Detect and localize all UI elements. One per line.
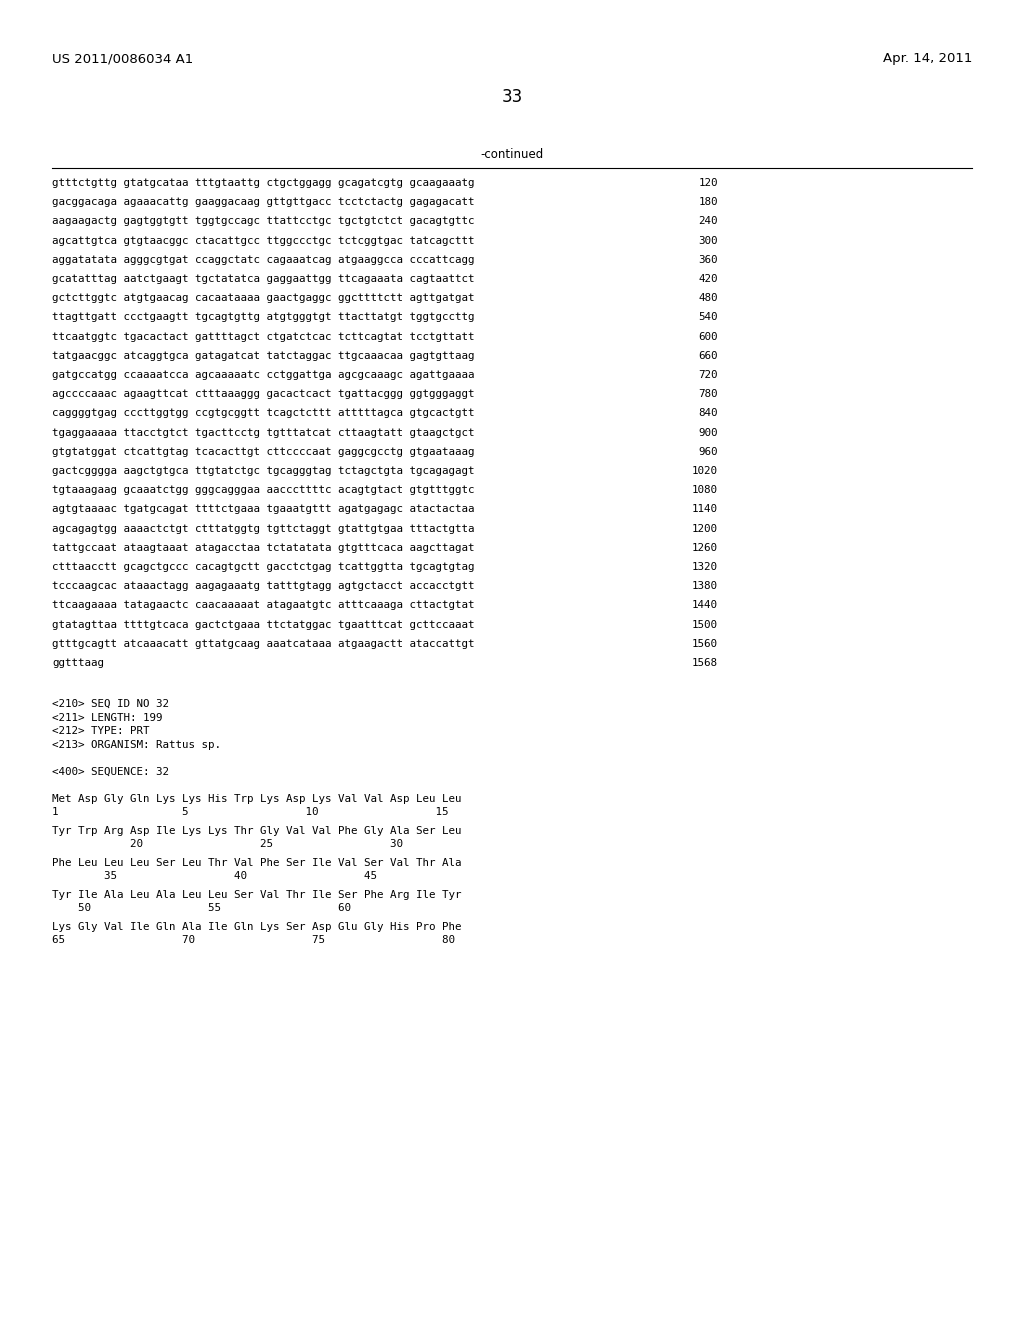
Text: tgaggaaaaa ttacctgtct tgacttcctg tgtttatcat cttaagtatt gtaagctgct: tgaggaaaaa ttacctgtct tgacttcctg tgtttat… bbox=[52, 428, 474, 438]
Text: 480: 480 bbox=[698, 293, 718, 304]
Text: agcagagtgg aaaactctgt ctttatggtg tgttctaggt gtattgtgaa tttactgtta: agcagagtgg aaaactctgt ctttatggtg tgttcta… bbox=[52, 524, 474, 533]
Text: 300: 300 bbox=[698, 235, 718, 246]
Text: 1568: 1568 bbox=[692, 657, 718, 668]
Text: Met Asp Gly Gln Lys Lys His Trp Lys Asp Lys Val Val Asp Leu Leu: Met Asp Gly Gln Lys Lys His Trp Lys Asp … bbox=[52, 795, 462, 804]
Text: US 2011/0086034 A1: US 2011/0086034 A1 bbox=[52, 51, 194, 65]
Text: 50                  55                  60: 50 55 60 bbox=[52, 903, 351, 913]
Text: gatgccatgg ccaaaatcca agcaaaaatc cctggattga agcgcaaagc agattgaaaa: gatgccatgg ccaaaatcca agcaaaaatc cctggat… bbox=[52, 370, 474, 380]
Text: 65                  70                  75                  80: 65 70 75 80 bbox=[52, 935, 455, 945]
Text: ttcaatggtc tgacactact gattttagct ctgatctcac tcttcagtat tcctgttatt: ttcaatggtc tgacactact gattttagct ctgatct… bbox=[52, 331, 474, 342]
Text: gactcgggga aagctgtgca ttgtatctgc tgcagggtag tctagctgta tgcagagagt: gactcgggga aagctgtgca ttgtatctgc tgcaggg… bbox=[52, 466, 474, 477]
Text: 1200: 1200 bbox=[692, 524, 718, 533]
Text: 1080: 1080 bbox=[692, 486, 718, 495]
Text: 35                  40                  45: 35 40 45 bbox=[52, 871, 377, 882]
Text: 1260: 1260 bbox=[692, 543, 718, 553]
Text: 420: 420 bbox=[698, 275, 718, 284]
Text: <213> ORGANISM: Rattus sp.: <213> ORGANISM: Rattus sp. bbox=[52, 739, 221, 750]
Text: 1140: 1140 bbox=[692, 504, 718, 515]
Text: <400> SEQUENCE: 32: <400> SEQUENCE: 32 bbox=[52, 767, 169, 776]
Text: 20                  25                  30: 20 25 30 bbox=[52, 840, 403, 849]
Text: ttagttgatt ccctgaagtt tgcagtgttg atgtgggtgt ttacttatgt tggtgccttg: ttagttgatt ccctgaagtt tgcagtgttg atgtggg… bbox=[52, 313, 474, 322]
Text: 1560: 1560 bbox=[692, 639, 718, 649]
Text: agtgtaaaac tgatgcagat ttttctgaaa tgaaatgttt agatgagagc atactactaa: agtgtaaaac tgatgcagat ttttctgaaa tgaaatg… bbox=[52, 504, 474, 515]
Text: 960: 960 bbox=[698, 446, 718, 457]
Text: 1320: 1320 bbox=[692, 562, 718, 572]
Text: gtttctgttg gtatgcataa tttgtaattg ctgctggagg gcagatcgtg gcaagaaatg: gtttctgttg gtatgcataa tttgtaattg ctgctgg… bbox=[52, 178, 474, 187]
Text: 840: 840 bbox=[698, 408, 718, 418]
Text: 1020: 1020 bbox=[692, 466, 718, 477]
Text: gctcttggtc atgtgaacag cacaataaaa gaactgaggc ggcttttctt agttgatgat: gctcttggtc atgtgaacag cacaataaaa gaactga… bbox=[52, 293, 474, 304]
Text: agcattgtca gtgtaacggc ctacattgcc ttggccctgc tctcggtgac tatcagcttt: agcattgtca gtgtaacggc ctacattgcc ttggccc… bbox=[52, 235, 474, 246]
Text: <211> LENGTH: 199: <211> LENGTH: 199 bbox=[52, 713, 163, 723]
Text: 1                   5                  10                  15: 1 5 10 15 bbox=[52, 808, 449, 817]
Text: <212> TYPE: PRT: <212> TYPE: PRT bbox=[52, 726, 150, 737]
Text: Apr. 14, 2011: Apr. 14, 2011 bbox=[883, 51, 972, 65]
Text: aggatatata agggcgtgat ccaggctatc cagaaatcag atgaaggcca cccattcagg: aggatatata agggcgtgat ccaggctatc cagaaat… bbox=[52, 255, 474, 265]
Text: 540: 540 bbox=[698, 313, 718, 322]
Text: Tyr Ile Ala Leu Ala Leu Leu Ser Val Thr Ile Ser Phe Arg Ile Tyr: Tyr Ile Ala Leu Ala Leu Leu Ser Val Thr … bbox=[52, 890, 462, 900]
Text: gtgtatggat ctcattgtag tcacacttgt cttccccaat gaggcgcctg gtgaataaag: gtgtatggat ctcattgtag tcacacttgt cttcccc… bbox=[52, 446, 474, 457]
Text: tcccaagcac ataaactagg aagagaaatg tatttgtagg agtgctacct accacctgtt: tcccaagcac ataaactagg aagagaaatg tatttgt… bbox=[52, 581, 474, 591]
Text: 180: 180 bbox=[698, 197, 718, 207]
Text: ctttaacctt gcagctgccc cacagtgctt gacctctgag tcattggtta tgcagtgtag: ctttaacctt gcagctgccc cacagtgctt gacctct… bbox=[52, 562, 474, 572]
Text: 660: 660 bbox=[698, 351, 718, 360]
Text: 240: 240 bbox=[698, 216, 718, 227]
Text: Tyr Trp Arg Asp Ile Lys Lys Thr Gly Val Val Phe Gly Ala Ser Leu: Tyr Trp Arg Asp Ile Lys Lys Thr Gly Val … bbox=[52, 826, 462, 836]
Text: -continued: -continued bbox=[480, 148, 544, 161]
Text: 600: 600 bbox=[698, 331, 718, 342]
Text: 360: 360 bbox=[698, 255, 718, 265]
Text: 1380: 1380 bbox=[692, 581, 718, 591]
Text: gtatagttaa ttttgtcaca gactctgaaa ttctatggac tgaatttcat gcttccaaat: gtatagttaa ttttgtcaca gactctgaaa ttctatg… bbox=[52, 619, 474, 630]
Text: Lys Gly Val Ile Gln Ala Ile Gln Lys Ser Asp Glu Gly His Pro Phe: Lys Gly Val Ile Gln Ala Ile Gln Lys Ser … bbox=[52, 923, 462, 932]
Text: tatgaacggc atcaggtgca gatagatcat tatctaggac ttgcaaacaa gagtgttaag: tatgaacggc atcaggtgca gatagatcat tatctag… bbox=[52, 351, 474, 360]
Text: 720: 720 bbox=[698, 370, 718, 380]
Text: ttcaagaaaa tatagaactc caacaaaaat atagaatgtc atttcaaaga cttactgtat: ttcaagaaaa tatagaactc caacaaaaat atagaat… bbox=[52, 601, 474, 610]
Text: agccccaaac agaagttcat ctttaaaggg gacactcact tgattacggg ggtgggaggt: agccccaaac agaagttcat ctttaaaggg gacactc… bbox=[52, 389, 474, 399]
Text: 780: 780 bbox=[698, 389, 718, 399]
Text: 900: 900 bbox=[698, 428, 718, 438]
Text: 1500: 1500 bbox=[692, 619, 718, 630]
Text: tattgccaat ataagtaaat atagacctaa tctatatata gtgtttcaca aagcttagat: tattgccaat ataagtaaat atagacctaa tctatat… bbox=[52, 543, 474, 553]
Text: ggtttaag: ggtttaag bbox=[52, 657, 104, 668]
Text: <210> SEQ ID NO 32: <210> SEQ ID NO 32 bbox=[52, 700, 169, 709]
Text: gacggacaga agaaacattg gaaggacaag gttgttgacc tcctctactg gagagacatt: gacggacaga agaaacattg gaaggacaag gttgttg… bbox=[52, 197, 474, 207]
Text: 33: 33 bbox=[502, 88, 522, 106]
Text: gcatatttag aatctgaagt tgctatatca gaggaattgg ttcagaaata cagtaattct: gcatatttag aatctgaagt tgctatatca gaggaat… bbox=[52, 275, 474, 284]
Text: 120: 120 bbox=[698, 178, 718, 187]
Text: aagaagactg gagtggtgtt tggtgccagc ttattcctgc tgctgtctct gacagtgttc: aagaagactg gagtggtgtt tggtgccagc ttattcc… bbox=[52, 216, 474, 227]
Text: Phe Leu Leu Leu Ser Leu Thr Val Phe Ser Ile Val Ser Val Thr Ala: Phe Leu Leu Leu Ser Leu Thr Val Phe Ser … bbox=[52, 858, 462, 869]
Text: gtttgcagtt atcaaacatt gttatgcaag aaatcataaa atgaagactt ataccattgt: gtttgcagtt atcaaacatt gttatgcaag aaatcat… bbox=[52, 639, 474, 649]
Text: tgtaaagaag gcaaatctgg gggcagggaa aacccttttc acagtgtact gtgtttggtc: tgtaaagaag gcaaatctgg gggcagggaa aaccctt… bbox=[52, 486, 474, 495]
Text: 1440: 1440 bbox=[692, 601, 718, 610]
Text: caggggtgag cccttggtgg ccgtgcggtt tcagctcttt atttttagca gtgcactgtt: caggggtgag cccttggtgg ccgtgcggtt tcagctc… bbox=[52, 408, 474, 418]
